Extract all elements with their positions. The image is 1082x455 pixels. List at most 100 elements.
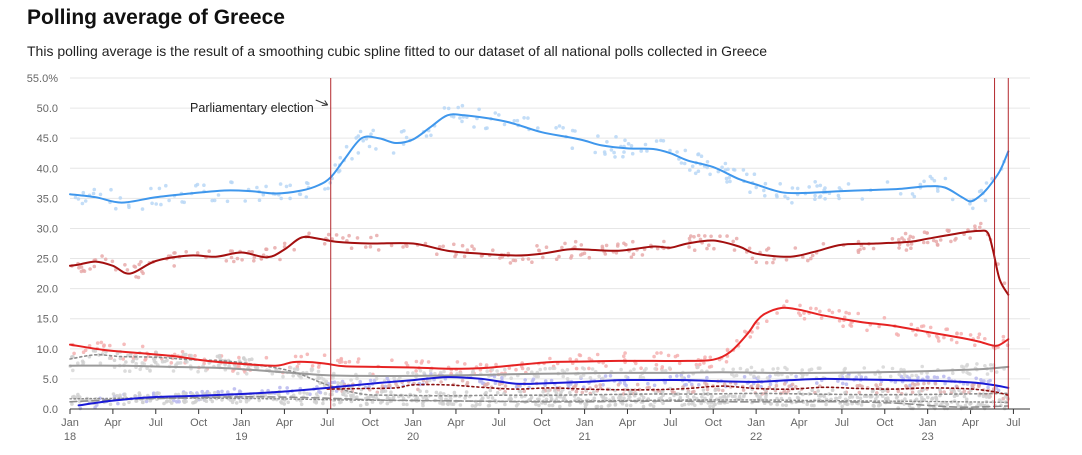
poll-dot xyxy=(137,262,141,267)
poll-dot xyxy=(796,396,801,401)
poll-dot xyxy=(560,245,564,250)
poll-dot xyxy=(609,148,614,152)
poll-dot xyxy=(917,390,921,394)
poll-dot xyxy=(503,367,507,372)
poll-dot xyxy=(748,190,752,194)
poll-dot xyxy=(429,372,433,376)
poll-dot xyxy=(317,376,321,381)
poll-dot xyxy=(912,194,917,199)
y-tick-label: 10.0 xyxy=(37,344,58,356)
poll-dot xyxy=(654,139,659,143)
poll-dot xyxy=(686,390,690,395)
poll-dot xyxy=(631,252,636,256)
poll-dot xyxy=(458,371,463,376)
poll-dot xyxy=(862,246,866,251)
poll-dot xyxy=(818,183,823,188)
poll-dot xyxy=(809,403,814,408)
poll-dot xyxy=(949,239,953,244)
poll-dot xyxy=(750,330,754,334)
poll-dot xyxy=(566,383,570,387)
poll-dot xyxy=(368,395,373,399)
poll-dot xyxy=(909,246,913,250)
poll-dot xyxy=(608,403,612,407)
poll-dot xyxy=(841,381,845,386)
poll-dot xyxy=(858,396,863,401)
poll-dot xyxy=(157,391,161,396)
poll-dot xyxy=(228,249,233,253)
poll-dot xyxy=(509,397,513,402)
poll-dot xyxy=(734,236,739,241)
poll-dot xyxy=(535,244,539,248)
poll-dot xyxy=(438,391,443,395)
poll-dot xyxy=(718,396,722,400)
poll-dot xyxy=(255,185,259,190)
poll-dot xyxy=(878,382,883,387)
poll-dot xyxy=(850,395,855,399)
poll-dot xyxy=(495,390,500,395)
poll-dot xyxy=(886,389,890,394)
poll-dot xyxy=(358,129,363,134)
poll-dot xyxy=(983,198,988,203)
poll-dot xyxy=(392,376,396,381)
poll-dot xyxy=(305,391,310,396)
poll-dot xyxy=(418,389,422,394)
poll-dot xyxy=(452,390,457,395)
poll-dot xyxy=(614,251,619,255)
poll-dot xyxy=(411,371,415,375)
poll-dot xyxy=(172,251,176,255)
poll-dot xyxy=(696,152,701,156)
poll-dot xyxy=(815,184,819,188)
poll-dot xyxy=(380,384,385,388)
poll-dot xyxy=(216,193,221,197)
poll-dot xyxy=(919,324,924,329)
poll-dot xyxy=(678,395,683,400)
poll-dot xyxy=(720,165,724,170)
poll-dot xyxy=(232,387,237,391)
poll-dot xyxy=(108,343,112,348)
poll-dot xyxy=(80,359,85,364)
poll-dot xyxy=(614,135,618,139)
poll-dot xyxy=(593,150,597,155)
poll-dot xyxy=(264,184,268,189)
poll-dot xyxy=(414,359,419,364)
poll-dot xyxy=(709,234,713,239)
poll-dot xyxy=(846,375,851,379)
poll-dot xyxy=(521,257,525,262)
poll-dot xyxy=(896,389,901,394)
poll-dot xyxy=(485,369,490,374)
poll-dot xyxy=(679,161,684,165)
poll-dot xyxy=(470,244,474,248)
poll-dot xyxy=(484,363,489,367)
chart-title: Polling average of Greece xyxy=(27,6,285,29)
poll-dot xyxy=(903,397,907,401)
poll-dot xyxy=(730,372,734,377)
poll-dot xyxy=(732,168,737,172)
poll-dot xyxy=(738,366,743,371)
poll-dot xyxy=(685,394,690,399)
poll-dot xyxy=(338,360,342,365)
poll-dot xyxy=(98,361,103,366)
poll-dot xyxy=(860,197,865,201)
poll-dot xyxy=(500,375,504,380)
poll-dot xyxy=(816,389,820,393)
poll-dot xyxy=(790,201,794,205)
poll-dot xyxy=(595,352,600,357)
poll-dot xyxy=(677,361,682,366)
poll-dot xyxy=(979,221,983,226)
poll-dot xyxy=(624,374,628,379)
poll-dot xyxy=(424,134,429,138)
poll-dot xyxy=(182,400,187,405)
poll-dot xyxy=(910,192,915,196)
poll-dot xyxy=(341,392,346,397)
poll-dot xyxy=(122,342,126,347)
poll-dot xyxy=(227,364,231,369)
poll-dot xyxy=(460,119,464,124)
poll-dot xyxy=(574,366,579,371)
poll-dot xyxy=(446,393,451,398)
poll-dot xyxy=(962,389,967,394)
poll-dot xyxy=(697,383,701,387)
poll-dot xyxy=(217,353,222,358)
poll-dot xyxy=(841,324,845,329)
poll-dot xyxy=(772,257,776,261)
poll-dot xyxy=(230,400,235,405)
